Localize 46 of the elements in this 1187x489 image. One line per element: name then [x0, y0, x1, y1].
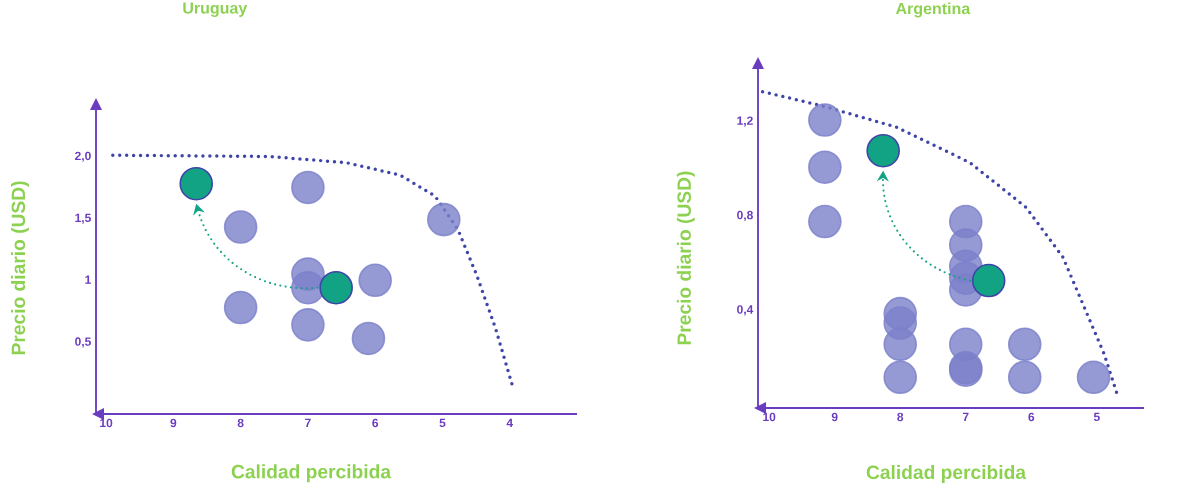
point: [883, 327, 918, 362]
point: [1076, 360, 1111, 395]
x-tick-label: 6: [1028, 412, 1035, 422]
chart-title: Uruguay: [183, 2, 248, 17]
point: [319, 270, 353, 305]
y-tick-label: 0,4: [737, 305, 754, 316]
y-tick-label: 0,8: [737, 210, 753, 222]
point: [808, 204, 842, 239]
x-tick-label: 7: [962, 412, 969, 421]
x-tick-label: 8: [237, 418, 244, 428]
x-tick-label: 7: [305, 418, 311, 427]
point: [866, 133, 900, 168]
x-tick-label: 5: [1093, 412, 1100, 422]
point: [223, 290, 258, 325]
point: [291, 270, 325, 305]
x-tick-label: 4: [506, 418, 513, 427]
y-tick-label: 0,5: [75, 337, 91, 348]
chart-title: Argentina: [895, 2, 971, 18]
point: [808, 150, 842, 185]
point: [1007, 327, 1042, 362]
y-tick-label: 2,0: [75, 151, 91, 162]
y-tick-label: 1,5: [75, 213, 91, 224]
point: [808, 103, 842, 137]
x-tick-label: 6: [372, 418, 379, 428]
point: [1007, 360, 1042, 395]
point: [223, 210, 258, 244]
x-tick-label: 10: [100, 418, 113, 428]
x-tick-label: 5: [439, 418, 446, 428]
x-tick-label: 9: [170, 418, 177, 428]
y-tick-label: 1,2: [737, 116, 753, 127]
point: [179, 166, 214, 201]
y-axis-title: Precio diario (USD): [676, 171, 695, 345]
x-tick-label: 9: [831, 412, 838, 422]
x-tick-label: 10: [763, 412, 776, 422]
point: [351, 321, 386, 356]
point: [291, 170, 325, 205]
y-axis-title: Precio diario (USD): [11, 181, 29, 355]
point: [291, 308, 325, 342]
point: [883, 360, 918, 395]
point: [358, 263, 392, 298]
x-tick-label: 8: [897, 412, 904, 422]
x-axis-title: Calidad percibida: [866, 464, 1027, 483]
y-tick-label: 1: [85, 275, 91, 284]
point: [971, 263, 1006, 298]
point: [427, 202, 461, 237]
x-axis-title: Calidad percibida: [231, 464, 392, 483]
